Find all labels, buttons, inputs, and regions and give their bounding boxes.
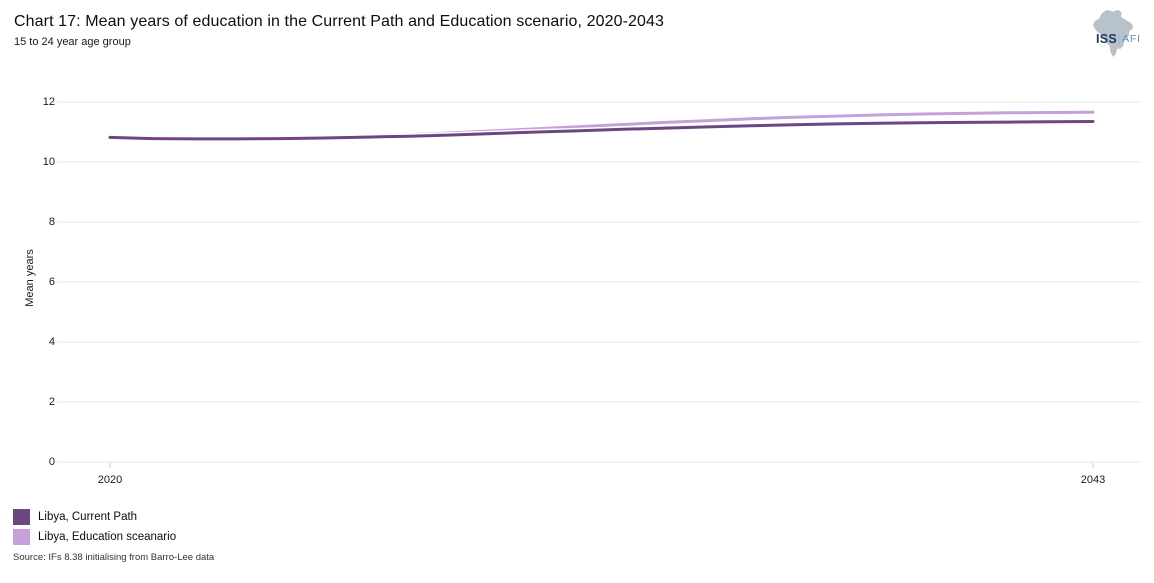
- x-tick-label: 2020: [97, 474, 123, 486]
- y-tick-label: 0: [48, 456, 55, 468]
- chart-subtitle: 15 to 24 year age group: [14, 36, 131, 48]
- logo-afi-label: AFI: [1122, 33, 1141, 45]
- legend-label-current-path: Libya, Current Path: [38, 511, 138, 523]
- y-tick-label: 8: [48, 216, 55, 228]
- y-tick-label: 2: [48, 396, 55, 408]
- legend: Libya, Current Path Libya, Education sce…: [13, 507, 176, 547]
- y-tick-label: 4: [48, 336, 55, 348]
- series-line: [108, 120, 1095, 141]
- logo-divider: [1119, 33, 1121, 45]
- logo-iss-label: ISS: [1096, 32, 1118, 46]
- y-tick-label: 12: [42, 96, 55, 108]
- iss-afi-logo: ISS AFI: [1089, 7, 1145, 57]
- legend-swatch-current-path: [13, 509, 30, 525]
- y-tick-label: 6: [48, 276, 55, 288]
- source-note: Source: IFs 8.38 initialising from Barro…: [13, 552, 215, 563]
- y-axis-title: Mean years: [24, 249, 36, 307]
- legend-item-current-path: Libya, Current Path: [13, 507, 176, 527]
- legend-label-education-scenario: Libya, Education sceanario: [38, 531, 177, 543]
- chart-title: Chart 17: Mean years of education in the…: [14, 13, 664, 30]
- x-tick-label: 2043: [1080, 474, 1106, 486]
- legend-item-education-scenario: Libya, Education sceanario: [13, 527, 176, 547]
- legend-swatch-education-scenario: [13, 529, 30, 545]
- y-tick-label: 10: [42, 156, 55, 168]
- africa-silhouette-icon: [1092, 9, 1134, 57]
- logo-text: ISS AFI: [1096, 32, 1141, 46]
